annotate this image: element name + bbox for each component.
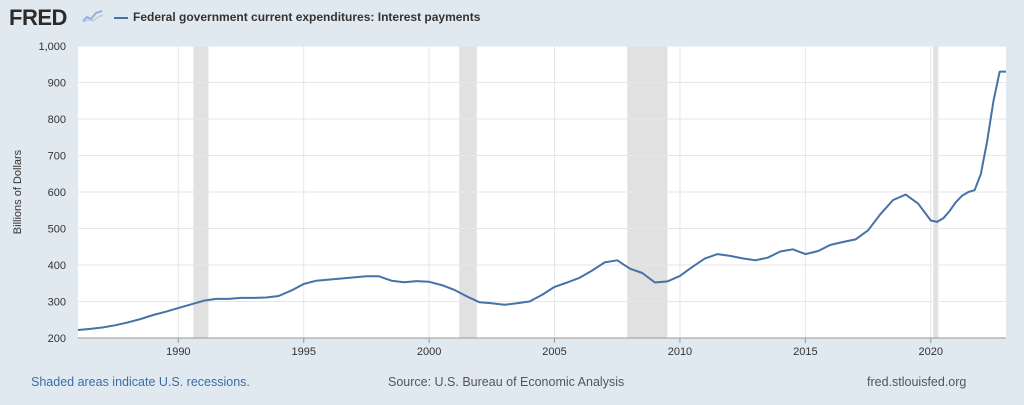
legend-series-swatch <box>114 17 128 19</box>
x-tick-label: 2000 <box>417 346 441 358</box>
y-tick-label: 200 <box>48 333 66 345</box>
y-tick-label: 800 <box>48 114 66 126</box>
x-tick-label: 1990 <box>166 346 190 358</box>
gridlines <box>78 45 1006 339</box>
legend-series-label[interactable]: Federal government current expenditures:… <box>133 10 481 24</box>
series-line-0[interactable] <box>77 70 1006 331</box>
x-tick-label: 2020 <box>919 346 943 358</box>
x-tick-label: 2015 <box>793 346 817 358</box>
fred-logo[interactable]: FRED <box>9 5 67 30</box>
site-link[interactable]: fred.stlouisfed.org <box>867 375 967 389</box>
y-tick-label: 1,000 <box>38 41 66 53</box>
y-tick-label: 600 <box>48 187 66 199</box>
source-note: Source: U.S. Bureau of Economic Analysis <box>388 375 625 389</box>
y-tick-label: 500 <box>48 224 66 236</box>
y-axis-ticks: 200 300 400 500 600 700 800 900 1,000 <box>38 41 66 345</box>
x-axis-ticks: 1990 1995 2000 2005 2010 2015 2020 <box>78 337 1006 358</box>
y-tick-label: 300 <box>48 297 66 309</box>
y-tick-label: 700 <box>48 151 66 163</box>
x-tick-label: 2010 <box>668 346 692 358</box>
x-tick-label: 2005 <box>542 346 566 358</box>
series-layer <box>77 70 1006 331</box>
recession-note-link[interactable]: Shaded areas indicate U.S. recessions. <box>31 375 250 389</box>
y-tick-label: 400 <box>48 260 66 272</box>
line-graph-icon <box>82 9 104 23</box>
y-axis-label: Billions of Dollars <box>12 149 24 234</box>
line-chart: 200 300 400 500 600 700 800 900 1,000 1990 1995 20… <box>12 41 1006 358</box>
x-tick-label: 1995 <box>291 346 315 358</box>
y-tick-label: 900 <box>48 78 66 90</box>
